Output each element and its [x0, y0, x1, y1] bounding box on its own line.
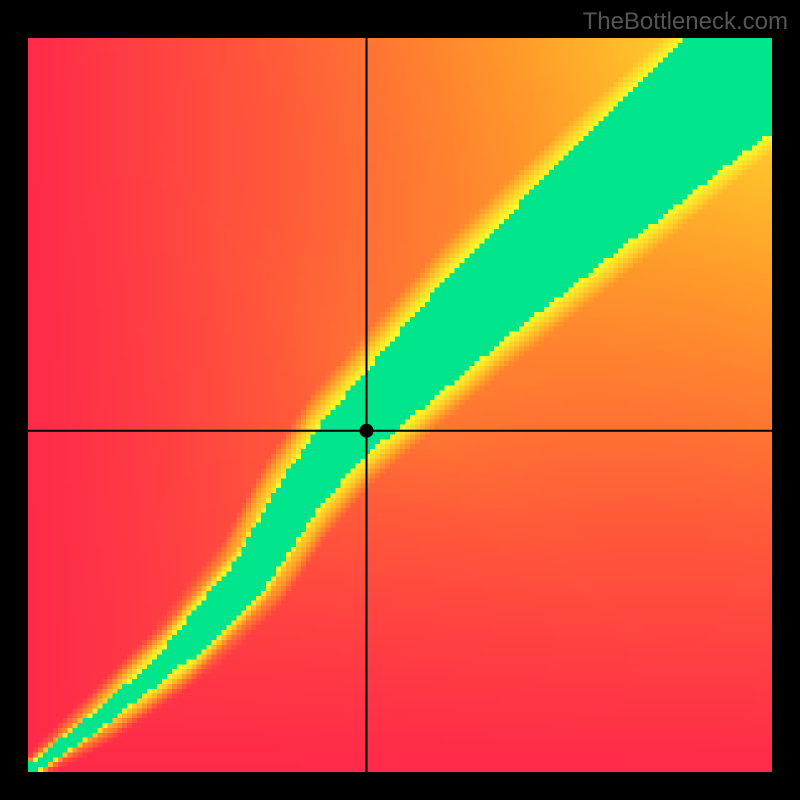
watermark-text: TheBottleneck.com	[583, 8, 788, 36]
bottleneck-heatmap	[28, 38, 772, 772]
chart-container: TheBottleneck.com	[0, 0, 800, 800]
